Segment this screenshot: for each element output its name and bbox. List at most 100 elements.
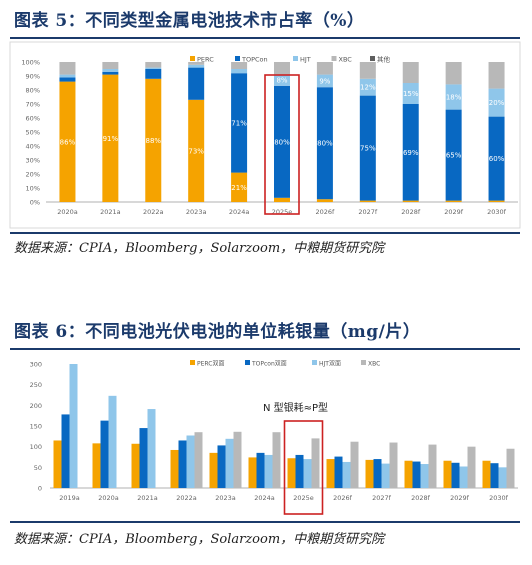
bar-PERC-2028f — [402, 200, 419, 202]
y-tick-label: 30% — [26, 157, 40, 165]
x-tick-label: 2024a — [229, 208, 250, 216]
legend-swatch-1 — [245, 360, 250, 365]
figure6-source: 数据来源：CPIA，Bloomberg，Solarzoom，中粮期货研究院 — [14, 532, 385, 547]
x-tick-label: 2022a — [143, 208, 164, 216]
x-tick-label: 2024a — [254, 494, 275, 502]
bar-XBC-2022a — [194, 432, 203, 488]
bar-HJT-2029f — [445, 84, 462, 110]
bar-HJT-2024a — [231, 69, 248, 74]
bar-TOPcon双面-2024a — [256, 452, 265, 488]
bar-TOPcon双面-2026f — [334, 456, 343, 488]
x-tick-label: 2029f — [450, 494, 470, 502]
bar-PERC-2026f — [316, 199, 333, 202]
data-label: 20% — [489, 99, 505, 107]
bar-PERC-2020a — [59, 81, 76, 202]
bar-TOPCon-2023a — [188, 67, 205, 100]
bar-HJT双面-2023a — [225, 438, 234, 488]
highlight-box — [283, 420, 324, 515]
bar-PERC-2024a — [231, 172, 248, 202]
bar-HJT双面-2022a — [186, 435, 195, 488]
bar-XBC-2030f — [488, 62, 505, 89]
bar-HJT-2021a — [102, 69, 119, 72]
market-share-chart: PERC TOPCon HJT XBC 其他 0% 10% 20% 30% 40% 50% 60% 70… — [9, 41, 521, 229]
figure6-title: 图表 6：不同电池光伏电池的单位耗银量（mg/片） — [14, 322, 421, 342]
data-label: 18% — [446, 94, 462, 102]
data-label: 88% — [145, 137, 161, 145]
bar-TOPCon-2026f — [316, 87, 333, 200]
legend-swatch-2 — [293, 56, 298, 61]
bar-TOPCon-2027f — [359, 95, 376, 201]
bar-HJT双面-2020a — [108, 395, 117, 488]
bar-XBC-2024a — [231, 62, 248, 69]
bar-PERC双面-2024a — [248, 457, 257, 488]
bar-TOPcon双面-2022a — [178, 440, 187, 488]
bar-PERC双面-2030f — [482, 460, 491, 488]
figure6-title-rule — [10, 348, 520, 350]
bar-HJT-2027f — [359, 78, 376, 96]
bar-HJT-2020a — [59, 74, 76, 78]
bar-TOPcon双面-2023a — [217, 445, 226, 488]
data-label: 65% — [446, 152, 462, 160]
bar-PERC双面-2029f — [443, 460, 452, 488]
y-tick-label: 70% — [26, 101, 40, 109]
x-tick-label: 2021a — [137, 494, 158, 502]
bar-TOPCon-2021a — [102, 71, 119, 75]
x-tick-label: 2019a — [59, 494, 80, 502]
figure5-title: 图表 5：不同类型金属电池技术市占率（%） — [14, 11, 365, 31]
bar-PERC双面-2027f — [365, 459, 374, 488]
y-tick-label: 50 — [34, 464, 42, 472]
bar-PERC-2030f — [488, 200, 505, 202]
legend-label-3: XBC — [368, 361, 380, 368]
legend-swatch-0 — [190, 56, 195, 61]
x-tick-label: 2027f — [358, 208, 378, 216]
x-tick-label: 2028f — [401, 208, 421, 216]
x-tick-label: 2030f — [487, 208, 507, 216]
bar-HJT双面-2027f — [381, 463, 390, 488]
data-label: 60% — [489, 155, 505, 163]
legend-label-1: TOPcon双面 — [251, 361, 287, 368]
bar-XBC-2022a — [145, 62, 162, 68]
bar-TOPCon-2020a — [59, 77, 76, 82]
legend-label-0: PERC双面 — [197, 361, 224, 368]
bar-XBC-2029f — [467, 446, 476, 488]
highlight-box — [264, 74, 300, 215]
bar-PERC双面-2023a — [209, 452, 218, 488]
bar-PERC-2029f — [445, 200, 462, 202]
bar-HJT-2026f — [316, 74, 333, 88]
y-tick-label: 0 — [38, 485, 42, 493]
y-tick-label: 0% — [30, 199, 40, 207]
y-tick-label: 40% — [26, 143, 40, 151]
bar-TOPcon双面-2030f — [490, 463, 499, 488]
bar-PERC-2027f — [359, 200, 376, 202]
bar-XBC-2024a — [272, 432, 281, 488]
legend-swatch-3 — [361, 360, 366, 365]
bar-TOPcon双面-2019a — [61, 414, 70, 488]
bar-HJT-2025e — [274, 74, 290, 86]
data-label: 91% — [103, 135, 119, 143]
x-tick-label: 2029f — [444, 208, 464, 216]
bar-XBC-2028f — [428, 444, 437, 488]
y-tick-label: 300 — [30, 361, 42, 369]
bar-HJT-2028f — [402, 83, 419, 104]
bar-PERC-2022a — [145, 78, 162, 202]
legend-label-2: HJT — [300, 56, 311, 64]
bar-TOPCon-2030f — [488, 116, 505, 201]
legend-swatch-3 — [331, 56, 337, 61]
figure5-source: 数据来源：CPIA，Bloomberg，Solarzoom，中粮期货研究院 — [14, 241, 385, 256]
bar-HJT双面-2019a — [69, 364, 78, 488]
figure6-source-rule — [10, 521, 520, 523]
data-label: 80% — [317, 140, 333, 148]
bar-HJT双面-2029f — [459, 466, 468, 488]
y-tick-label: 150 — [30, 423, 42, 431]
y-tick-label: 50% — [26, 129, 40, 137]
data-label: 15% — [403, 90, 419, 98]
y-tick-label: 200 — [30, 402, 42, 410]
x-tick-label: 2022a — [176, 494, 197, 502]
legend-label-2: HJT双面 — [319, 361, 341, 368]
x-tick-label: 2030f — [489, 494, 509, 502]
x-tick-label: 2023a — [186, 208, 207, 216]
annotation-label: N 型银耗≈P型 — [263, 401, 328, 414]
y-tick-label: 20% — [26, 171, 40, 179]
bar-PERC双面-2026f — [326, 459, 335, 488]
legend-swatch-4 — [370, 56, 375, 61]
